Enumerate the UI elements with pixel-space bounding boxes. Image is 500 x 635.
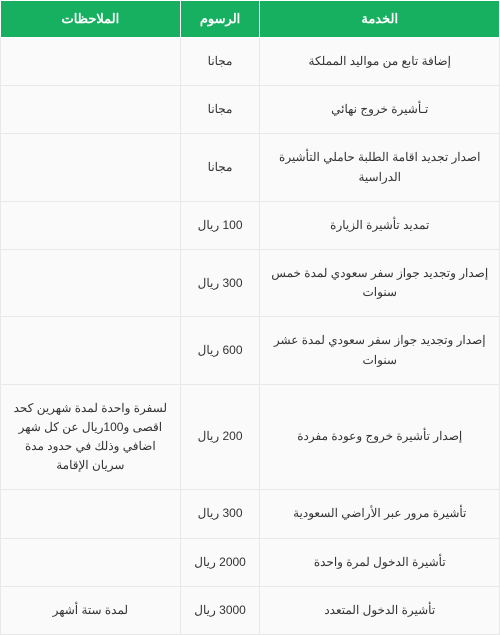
cell-fee: 100 ريال	[180, 201, 260, 249]
table-row: إضافة تابع من مواليد المملكة مجانا	[1, 38, 500, 86]
cell-fee: 600 ريال	[180, 317, 260, 384]
cell-fee: 300 ريال	[180, 490, 260, 538]
table-row: تأشيرة مرور عبر الأراضي السعودية 300 ريا…	[1, 490, 500, 538]
col-header-service: الخدمة	[260, 1, 500, 38]
cell-fee: مجانا	[180, 86, 260, 134]
cell-service: اصدار تجديد اقامة الطلبة حاملي التأشيرة …	[260, 134, 500, 201]
cell-fee: 300 ريال	[180, 249, 260, 316]
cell-fee: 200 ريال	[180, 384, 260, 490]
table-row: اصدار تجديد اقامة الطلبة حاملي التأشيرة …	[1, 134, 500, 201]
cell-notes	[1, 86, 181, 134]
cell-fee: مجانا	[180, 134, 260, 201]
header-row: الخدمة الرسوم الملاحظات	[1, 1, 500, 38]
cell-fee: 3000 ريال	[180, 586, 260, 634]
cell-notes	[1, 249, 181, 316]
cell-notes: لسفرة واحدة لمدة شهرين كحد اقصى و100ريال…	[1, 384, 181, 490]
table-row: إصدار وتجديد جواز سفر سعودي لمدة عشر سنو…	[1, 317, 500, 384]
table-row: تمديد تأشيرة الزيارة 100 ريال	[1, 201, 500, 249]
cell-notes	[1, 201, 181, 249]
cell-service: إصدار وتجديد جواز سفر سعودي لمدة عشر سنو…	[260, 317, 500, 384]
cell-service: إصدار وتجديد جواز سفر سعودي لمدة خمس سنو…	[260, 249, 500, 316]
cell-service: تأشيرة الدخول المتعدد	[260, 586, 500, 634]
table-row: إصدار تأشيرة خروج وعودة مفردة 200 ريال ل…	[1, 384, 500, 490]
fees-table: الخدمة الرسوم الملاحظات إضافة تابع من مو…	[0, 0, 500, 635]
cell-notes	[1, 490, 181, 538]
cell-service: تأشيرة الدخول لمرة واحدة	[260, 538, 500, 586]
table-row: إصدار وتجديد جواز سفر سعودي لمدة خمس سنو…	[1, 249, 500, 316]
col-header-notes: الملاحظات	[1, 1, 181, 38]
cell-service: تـأشيرة خروج نهائي	[260, 86, 500, 134]
cell-notes	[1, 38, 181, 86]
cell-notes	[1, 134, 181, 201]
cell-fee: 2000 ريال	[180, 538, 260, 586]
cell-service: إصدار تأشيرة خروج وعودة مفردة	[260, 384, 500, 490]
cell-notes: لمدة ستة أشهر	[1, 586, 181, 634]
table-row: تأشيرة الدخول لمرة واحدة 2000 ريال	[1, 538, 500, 586]
cell-notes	[1, 538, 181, 586]
col-header-fee: الرسوم	[180, 1, 260, 38]
table-header: الخدمة الرسوم الملاحظات	[1, 1, 500, 38]
table-body: إضافة تابع من مواليد المملكة مجانا تـأشي…	[1, 38, 500, 635]
cell-service: إضافة تابع من مواليد المملكة	[260, 38, 500, 86]
table-row: تأشيرة الدخول المتعدد 3000 ريال لمدة ستة…	[1, 586, 500, 634]
cell-service: تمديد تأشيرة الزيارة	[260, 201, 500, 249]
cell-fee: مجانا	[180, 38, 260, 86]
cell-service: تأشيرة مرور عبر الأراضي السعودية	[260, 490, 500, 538]
table-row: تـأشيرة خروج نهائي مجانا	[1, 86, 500, 134]
cell-notes	[1, 317, 181, 384]
